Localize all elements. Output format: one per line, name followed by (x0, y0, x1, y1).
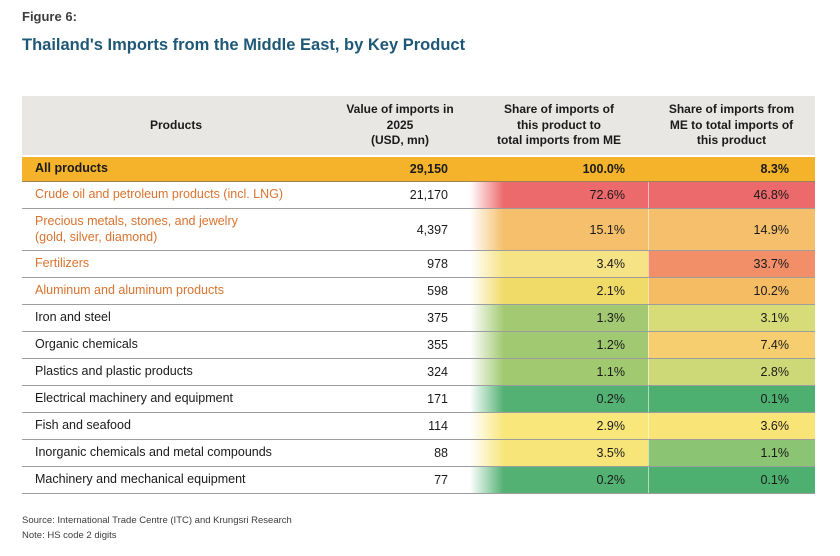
value-cell: 114 (428, 419, 448, 433)
table-header-row: Products Value of imports in 2025 (USD, … (22, 96, 815, 155)
share-from-me-cell: 7.4% (648, 332, 815, 358)
share-of-me-cell: 72.6% (470, 182, 648, 208)
share-from-me-cell: 0.1% (648, 467, 815, 493)
share-of-me-cell: 2.1% (470, 278, 648, 304)
header-cell-share-from-me: Share of imports from ME to total import… (668, 102, 795, 148)
table-body: All products 29,150 100.0% 8.3% Crude oi… (22, 155, 815, 494)
header-cell-share-of-me: Share of imports of this product to tota… (496, 102, 621, 148)
value-cell: 978 (427, 257, 448, 271)
product-name-cell: Precious metals, stones, and jewelry (go… (35, 213, 238, 244)
imports-table: Products Value of imports in 2025 (USD, … (22, 96, 815, 494)
table-row: Aluminum and aluminum products 598 2.1% … (22, 278, 815, 305)
value-cell: 21,170 (409, 188, 448, 202)
share-of-me-cell: 2.9% (470, 413, 648, 439)
share-of-me-cell: 15.1% (470, 209, 648, 250)
product-name-cell: Machinery and mechanical equipment (35, 472, 246, 487)
share-of-me-cell: 0.2% (470, 467, 648, 493)
share-of-me-cell: 100.0% (582, 162, 625, 176)
header-cell-products: Products (149, 117, 202, 132)
value-cell: 355 (427, 338, 448, 352)
footer: Source: International Trade Centre (ITC)… (22, 514, 292, 543)
value-cell: 29,150 (409, 162, 448, 176)
product-name-cell: Fertilizers (35, 256, 90, 271)
share-of-me-cell: 1.3% (470, 305, 648, 331)
table-row: Iron and steel 375 1.3% 3.1% (22, 305, 815, 332)
share-of-me-cell: 1.2% (470, 332, 648, 358)
header-cell-value: Value of imports in 2025 (USD, mn) (346, 102, 454, 148)
product-name-cell: Aluminum and aluminum products (35, 283, 224, 298)
share-from-me-cell: 1.1% (648, 440, 815, 466)
table-row: Precious metals, stones, and jewelry (go… (22, 209, 815, 251)
page-title: Thailand's Imports from the Middle East,… (22, 36, 466, 54)
table-row: All products 29,150 100.0% 8.3% (22, 155, 815, 182)
share-of-me-cell: 0.2% (470, 386, 648, 412)
product-name-cell: All products (35, 161, 108, 176)
share-of-me-cell: 1.1% (470, 359, 648, 385)
value-cell: 4,397 (416, 222, 448, 237)
product-name-cell: Iron and steel (35, 310, 111, 325)
share-of-me-cell: 3.5% (470, 440, 648, 466)
share-from-me-cell: 46.8% (648, 182, 815, 208)
table-row: Organic chemicals 355 1.2% 7.4% (22, 332, 815, 359)
share-from-me-cell: 33.7% (648, 251, 815, 277)
figure-label: Figure 6: (22, 9, 77, 24)
value-cell: 598 (427, 284, 448, 298)
table-row: Crude oil and petroleum products (incl. … (22, 182, 815, 209)
share-from-me-cell: 14.9% (648, 209, 815, 250)
share-from-me-cell: 0.1% (648, 386, 815, 412)
product-name-cell: Organic chemicals (35, 337, 138, 352)
value-cell: 324 (427, 365, 448, 379)
source-note: Source: International Trade Centre (ITC)… (22, 515, 292, 526)
value-cell: 88 (434, 446, 448, 460)
share-from-me-cell: 10.2% (648, 278, 815, 304)
product-name-cell: Electrical machinery and equipment (35, 391, 234, 406)
share-from-me-cell: 2.8% (648, 359, 815, 385)
value-cell: 77 (434, 473, 448, 487)
table-row: Electrical machinery and equipment 171 0… (22, 386, 815, 413)
value-cell: 375 (427, 311, 448, 325)
product-name-cell: Crude oil and petroleum products (incl. … (35, 187, 284, 202)
hs-code-note: Note: HS code 2 digits (22, 529, 117, 541)
table-row: Machinery and mechanical equipment 77 0.… (22, 467, 815, 494)
product-name-cell: Inorganic chemicals and metal compounds (35, 445, 272, 460)
share-from-me-cell: 3.1% (648, 305, 815, 331)
share-from-me-cell: 3.6% (648, 413, 815, 439)
value-cell: 171 (427, 392, 448, 406)
product-name-cell: Fish and seafood (35, 418, 131, 433)
table-row: Plastics and plastic products 324 1.1% 2… (22, 359, 815, 386)
share-of-me-cell: 3.4% (470, 251, 648, 277)
table-row: Inorganic chemicals and metal compounds … (22, 440, 815, 467)
share-from-me-cell: 8.3% (760, 162, 790, 176)
table-row: Fertilizers 978 3.4% 33.7% (22, 251, 815, 278)
product-name-cell: Plastics and plastic products (35, 364, 193, 379)
table-row: Fish and seafood 114 2.9% 3.6% (22, 413, 815, 440)
